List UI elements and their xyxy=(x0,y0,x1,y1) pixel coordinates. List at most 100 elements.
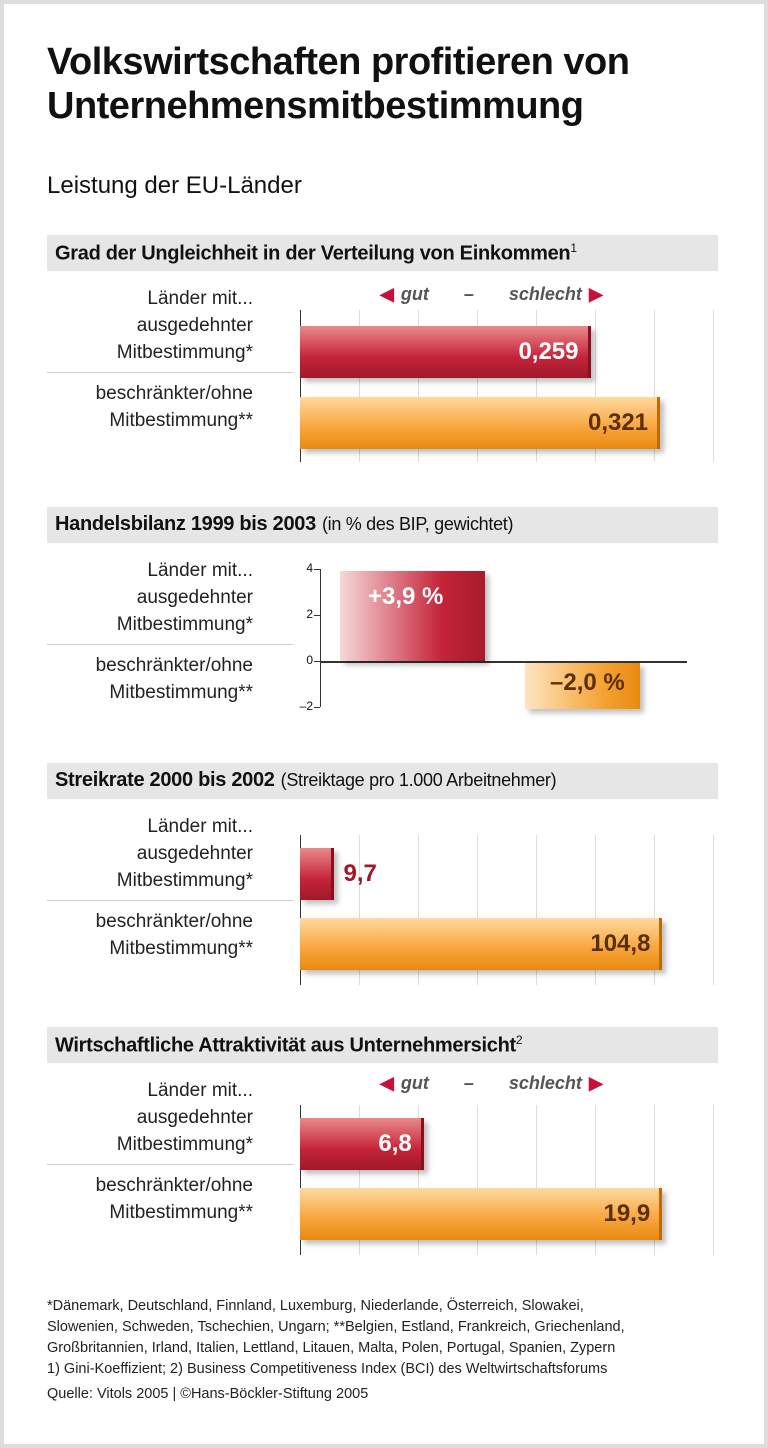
gridline xyxy=(654,1105,655,1255)
footnotes: *Dänemark, Deutschland, Finnland, Luxemb… xyxy=(47,1296,625,1405)
y-tick xyxy=(314,569,320,570)
footnote-2: Slowenien, Schweden, Tschechien, Ungarn;… xyxy=(47,1319,625,1335)
bar-limited xyxy=(525,663,640,709)
chart-title: Wirtschaftliche Attraktivität aus Untern… xyxy=(55,1034,516,1057)
label-l3: Mitbestimmung* xyxy=(116,870,253,891)
chart-title: Handelsbilanz 1999 bis 2003 xyxy=(55,513,316,535)
y-tick-label: 2 xyxy=(306,607,313,621)
value-label: 0,259 xyxy=(518,338,579,365)
label-l1: Länder mit... xyxy=(147,1080,253,1101)
bar-limited xyxy=(300,1188,663,1240)
gridline xyxy=(359,835,360,985)
gridline xyxy=(418,310,419,462)
bar-extensive xyxy=(300,848,334,900)
value-label: –2,0 % xyxy=(550,669,625,696)
gridline xyxy=(654,310,655,462)
label-l4: beschränkter/ohne xyxy=(95,911,253,932)
label-l2: ausgedehnter xyxy=(136,843,253,864)
label-l4: beschränkter/ohne xyxy=(95,1175,253,1196)
legend-bad: schlecht xyxy=(508,284,582,304)
arrow-left-icon: ◀ xyxy=(380,284,394,304)
gridline xyxy=(536,1105,537,1255)
row-labels: Länder mit... ausgedehnter Mitbestimmung* xyxy=(117,813,253,894)
bar-extensive xyxy=(340,571,485,661)
value-label: 19,9 xyxy=(603,1200,651,1227)
gridline xyxy=(477,1105,478,1255)
gridline xyxy=(359,310,360,462)
row-labels: Länder mit... ausgedehnter Mitbestimmung* xyxy=(117,1077,253,1158)
legend: ◀ gut – schlecht ▶ xyxy=(380,1073,603,1094)
label-l1: Länder mit... xyxy=(147,288,253,309)
gridline xyxy=(595,1105,596,1255)
zero-line xyxy=(320,661,687,663)
gridline xyxy=(418,835,419,985)
page-title: Volkswirtschaften profitieren von Untern… xyxy=(47,41,630,127)
bar-limited xyxy=(300,397,661,449)
gridline xyxy=(595,835,596,985)
gridline xyxy=(536,835,537,985)
legend: ◀ gut – schlecht ▶ xyxy=(380,284,603,305)
source: Quelle: Vitols 2005 | ©Hans-Böckler-Stif… xyxy=(47,1386,369,1402)
section-header: Wirtschaftliche Attraktivität aus Untern… xyxy=(47,1027,718,1063)
legend-bad: schlecht xyxy=(508,1073,582,1093)
row-labels-2: beschränkter/ohne Mitbestimmung** xyxy=(96,1172,253,1226)
legend-good: gut xyxy=(400,1073,429,1093)
label-l2: ausgedehnter xyxy=(136,315,253,336)
value-label: 104,8 xyxy=(590,930,651,957)
value-label: 6,8 xyxy=(378,1130,412,1157)
y-tick-label: 4 xyxy=(306,561,313,575)
label-l5: Mitbestimmung** xyxy=(109,1202,253,1223)
gridline xyxy=(359,1105,360,1255)
chart-title: Grad der Ungleichheit in der Verteilung … xyxy=(55,242,571,265)
y-axis xyxy=(300,1105,301,1255)
label-l5: Mitbestimmung** xyxy=(109,938,253,959)
y-tick-label: 0 xyxy=(306,653,313,667)
row-labels-2: beschränkter/ohne Mitbestimmung** xyxy=(96,652,253,706)
row-labels: Länder mit... ausgedehnter Mitbestimmung* xyxy=(117,557,253,638)
legend-good: gut xyxy=(400,284,429,304)
label-l5: Mitbestimmung** xyxy=(109,410,253,431)
gridline xyxy=(536,310,537,462)
footnote-1: *Dänemark, Deutschland, Finnland, Luxemb… xyxy=(47,1298,584,1314)
chart-note: (Streiktage pro 1.000 Arbeitnehmer) xyxy=(280,770,557,790)
label-l4: beschränkter/ohne xyxy=(95,655,253,676)
label-l3: Mitbestimmung* xyxy=(116,342,253,363)
y-axis xyxy=(320,569,321,707)
value-label: +3,9 % xyxy=(368,583,444,611)
label-l2: ausgedehnter xyxy=(136,1107,253,1128)
footnote-4: 1) Gini-Koeffizient; 2) Business Competi… xyxy=(47,1361,608,1377)
arrow-left-icon: ◀ xyxy=(380,1073,394,1093)
row-separator xyxy=(47,1164,293,1165)
label-l1: Länder mit... xyxy=(147,816,253,837)
y-tick xyxy=(314,661,320,662)
bar-limited xyxy=(300,918,663,970)
chart-title: Streikrate 2000 bis 2002 xyxy=(55,769,275,791)
y-tick-label: –2 xyxy=(299,699,313,713)
gridline xyxy=(713,1105,714,1255)
legend-dash: – xyxy=(463,284,474,304)
section-header: Handelsbilanz 1999 bis 2003 (in % des BIP… xyxy=(47,507,718,543)
value-label: 0,321 xyxy=(587,409,649,436)
footnote-3: Großbritannien, Irland, Italien, Lettlan… xyxy=(47,1340,616,1356)
row-labels: Länder mit... ausgedehnter Mitbestimmung* xyxy=(117,285,253,366)
footnote-marker: 1 xyxy=(570,241,577,255)
row-separator xyxy=(47,372,293,373)
legend-dash: – xyxy=(463,1073,474,1093)
bar-extensive xyxy=(300,1118,424,1170)
row-labels-2: beschränkter/ohne Mitbestimmung** xyxy=(96,908,253,962)
label-l4: beschränkter/ohne xyxy=(95,383,253,404)
gridline xyxy=(477,835,478,985)
label-l3: Mitbestimmung* xyxy=(116,614,253,635)
gridline xyxy=(713,835,714,985)
arrow-right-icon: ▶ xyxy=(588,1073,603,1093)
label-l2: ausgedehnter xyxy=(136,587,253,608)
row-labels-2: beschränkter/ohne Mitbestimmung** xyxy=(96,380,253,434)
label-l5: Mitbestimmung** xyxy=(109,682,253,703)
gridline xyxy=(713,310,714,462)
gridline xyxy=(595,310,596,462)
y-axis xyxy=(300,310,301,462)
value-label: 9,7 xyxy=(343,860,377,887)
label-l1: Länder mit... xyxy=(147,560,253,581)
chart-note: (in % des BIP, gewichtet) xyxy=(321,514,514,534)
